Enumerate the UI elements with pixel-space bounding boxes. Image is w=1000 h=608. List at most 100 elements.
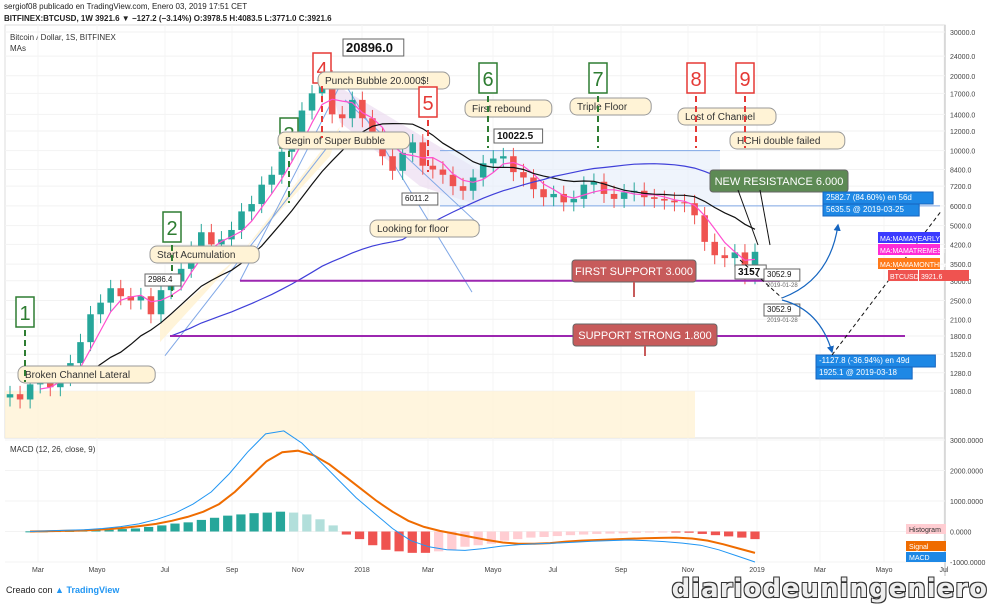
histogram-bar: [565, 531, 576, 536]
level-callout-text: SUPPORT STRONG 1.800: [578, 330, 711, 342]
price-label: 20896.0: [342, 38, 405, 57]
histogram-bar: [447, 531, 457, 550]
candle: [570, 198, 578, 203]
super-bubble-region: [160, 126, 340, 343]
candle: [600, 181, 608, 194]
axis-badge-box: [888, 270, 918, 281]
price-label-text: 1925.1 @ 2019-03-18: [819, 368, 898, 377]
macd-y-tick-label: 3000.0000: [950, 438, 983, 445]
axis-badge-box: [878, 258, 940, 269]
price-label-box: [763, 268, 801, 282]
candle: [248, 204, 255, 212]
x-tick-label: Mayo: [484, 567, 501, 574]
candle: [419, 142, 427, 166]
macd-legend-badge: Signal: [906, 541, 946, 551]
histogram-bar: [658, 531, 668, 533]
y-tick-label: 6000.0: [950, 204, 972, 211]
price-label-text: 5635.5 @ 2019-03-25: [826, 205, 905, 214]
macd-title: MACD (12, 26, close, 9): [10, 445, 96, 454]
y-tick-label: 14000.0: [950, 112, 975, 119]
candle: [238, 211, 245, 230]
annotation-6: 6 First rebound: [464, 62, 553, 148]
annotation-text: Looking for floor: [377, 224, 449, 235]
histogram-bar: [275, 511, 286, 532]
macd-legend-badge: Histogram: [906, 524, 946, 534]
candle: [459, 186, 467, 191]
histogram-bar: [724, 531, 734, 537]
candle: [157, 290, 165, 315]
annotation-9: 9 HCHi double failed: [729, 62, 846, 150]
axis-badge-text: 3921.6: [921, 274, 943, 281]
tradingview-link[interactable]: TradingView: [66, 585, 120, 595]
floor-channel-region: [440, 150, 720, 206]
candle: [711, 241, 719, 256]
candle: [550, 193, 557, 198]
x-tick-label: Mar: [814, 567, 827, 574]
x-tick-label: Nov: [292, 567, 305, 574]
y-tick-label: 1520.0: [950, 352, 972, 359]
x-tick-label: 2018: [354, 567, 370, 574]
projection-down-arrow: [781, 299, 834, 354]
pane-subtitle: MAs: [10, 44, 26, 53]
annotation-number-box: [686, 62, 706, 94]
candle: [500, 156, 507, 159]
price-label: 3052.9: [763, 268, 801, 282]
tradingview-logo[interactable]: ▲: [55, 585, 64, 595]
price-label-text: 20896.0: [346, 40, 393, 55]
price-label: -1127.8 (-36.94%) en 49d: [815, 354, 936, 368]
histogram-bar: [236, 514, 246, 532]
level-callout: FIRST SUPPORT 3.000: [571, 259, 697, 283]
y-tick-label: 10000.0: [950, 149, 975, 156]
annotation-number-box: [162, 211, 182, 243]
price-label-box: [144, 273, 182, 287]
candle: [6, 394, 14, 398]
price-label-box: [342, 38, 405, 57]
annotation-text: Begin of Super Bubble: [285, 136, 386, 147]
y-tick-label: 1800.0: [950, 334, 972, 341]
macd-y-tick-label: -1000.0000: [950, 560, 986, 567]
x-tick-label: Mayo: [88, 567, 105, 574]
candle: [510, 156, 517, 173]
histogram-bar: [157, 525, 167, 532]
histogram-bar: [394, 531, 404, 552]
candle: [610, 193, 618, 199]
annotation-bubble: [17, 365, 156, 384]
x-tick-label: Jul: [549, 567, 558, 574]
histogram-bar: [407, 531, 417, 553]
annotation-number: 9: [739, 69, 750, 91]
annotation-number-box: [735, 62, 755, 94]
annotation-number-box: [418, 86, 438, 118]
candle: [439, 169, 447, 175]
price-label-text: 2986.4: [148, 275, 173, 284]
candle: [228, 229, 235, 240]
price-label-box: [815, 366, 913, 380]
x-tick-label: Jul: [161, 567, 170, 574]
histogram-bar: [354, 531, 365, 540]
candle: [198, 232, 205, 250]
histogram-bar: [434, 531, 444, 552]
histogram-bar: [262, 512, 272, 532]
price-label-text: 3052.9: [767, 270, 792, 279]
annotation-text: Broken Channel Lateral: [25, 370, 130, 381]
annotation-text: Triple Floor: [577, 102, 628, 113]
candle: [449, 174, 457, 187]
histogram-bar: [170, 523, 180, 532]
candle: [26, 384, 34, 400]
histogram-bar: [539, 531, 549, 537]
annotation-bubble: [317, 71, 451, 90]
candle: [681, 202, 688, 204]
annotation-number-box: [478, 62, 498, 94]
annotation-1: 1 Broken Channel Lateral: [15, 296, 156, 384]
y-tick-label: 5000.0: [950, 224, 972, 231]
candle: [328, 78, 336, 115]
axis-badge-text: MA:MAMAYEARLY: [880, 236, 940, 243]
candle: [661, 198, 668, 201]
x-tick-label: Sep: [226, 567, 239, 574]
annotation-bubble: [569, 97, 652, 116]
candle: [620, 192, 628, 199]
histogram-bar: [750, 531, 760, 540]
candle: [590, 181, 598, 185]
axis-badge: 3921.6: [919, 270, 969, 281]
histogram-bar: [91, 530, 101, 532]
